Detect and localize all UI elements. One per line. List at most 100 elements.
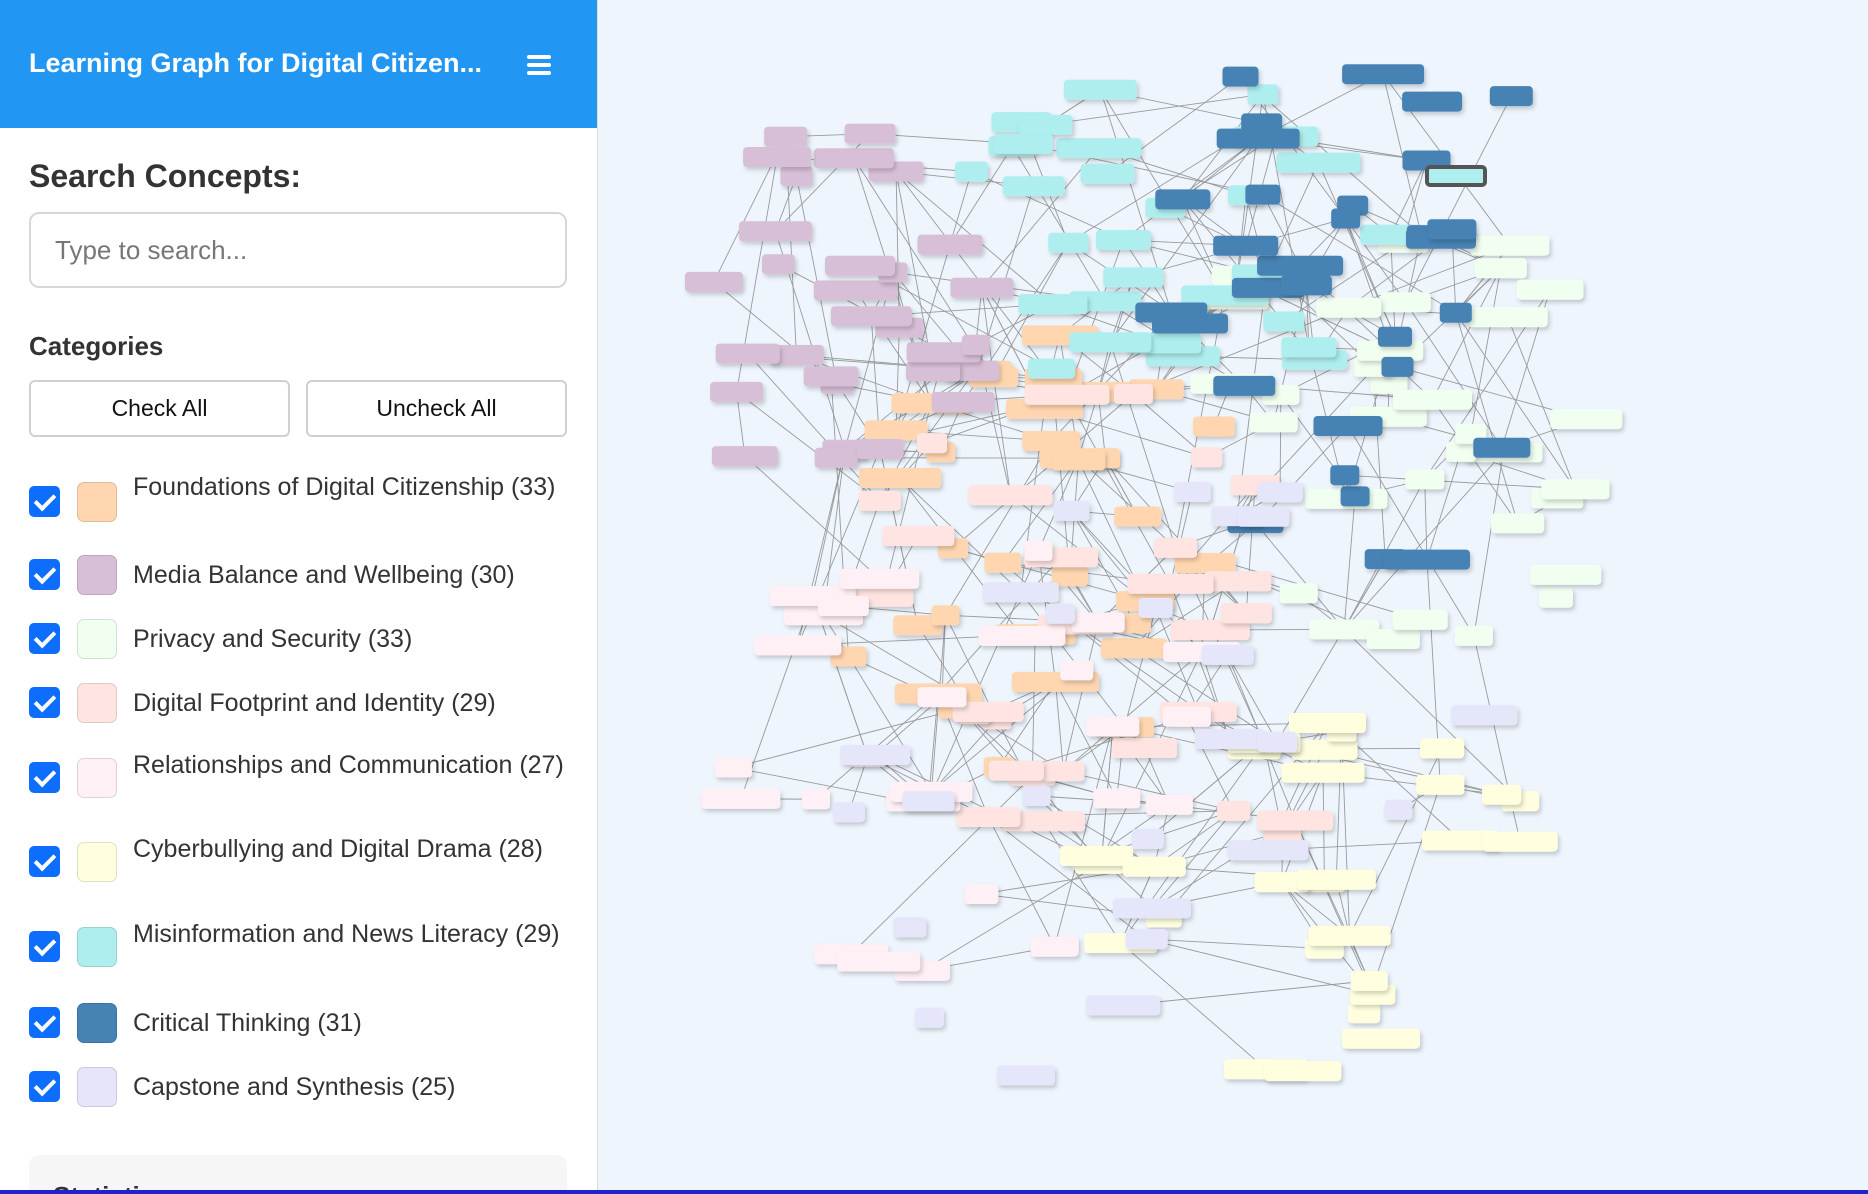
concept-node[interactable] (1296, 869, 1376, 890)
concept-node[interactable] (1530, 564, 1602, 585)
graph-svg[interactable] (598, 0, 1868, 1190)
concept-node[interactable] (1467, 307, 1548, 328)
concept-node[interactable] (754, 635, 842, 656)
concept-node[interactable] (803, 366, 859, 387)
concept-node[interactable] (1279, 583, 1318, 604)
concept-node[interactable] (931, 392, 995, 412)
concept-node[interactable] (978, 625, 1066, 646)
concept-node[interactable] (1103, 267, 1164, 288)
concept-node[interactable] (1257, 731, 1298, 752)
concept-node[interactable] (743, 147, 812, 167)
category-checkbox[interactable] (29, 931, 60, 962)
concept-node[interactable] (1052, 450, 1106, 471)
concept-node[interactable] (1257, 255, 1344, 276)
concept-node[interactable] (893, 917, 927, 938)
concept-node[interactable] (1378, 326, 1412, 347)
concept-node[interactable] (1446, 441, 1476, 462)
concept-node[interactable] (1474, 258, 1527, 279)
hamburger-menu-icon[interactable] (524, 46, 556, 84)
concept-node[interactable] (1342, 64, 1425, 85)
concept-node[interactable] (813, 280, 898, 301)
concept-node[interactable] (1454, 625, 1493, 646)
concept-node[interactable] (1482, 784, 1522, 805)
concept-node[interactable] (1191, 447, 1223, 468)
concept-node[interactable] (1288, 713, 1366, 733)
concept-node[interactable] (893, 615, 943, 636)
concept-node[interactable] (1093, 788, 1141, 809)
concept-node[interactable] (1245, 184, 1281, 205)
concept-node[interactable] (1086, 995, 1161, 1016)
concept-node[interactable] (1173, 482, 1211, 502)
concept-node[interactable] (1201, 644, 1254, 665)
concept-node[interactable] (1254, 872, 1310, 893)
concept-node[interactable] (1071, 612, 1125, 633)
concept-node[interactable] (1213, 375, 1276, 396)
concept-node[interactable] (711, 446, 778, 467)
concept-node[interactable] (764, 126, 808, 147)
concept-node[interactable] (1489, 86, 1533, 107)
concept-node[interactable] (1131, 828, 1164, 849)
concept-node[interactable] (768, 345, 824, 365)
concept-node[interactable] (1042, 761, 1085, 782)
concept-node[interactable] (951, 360, 1000, 381)
concept-node[interactable] (961, 334, 990, 355)
concept-node[interactable] (864, 420, 928, 441)
concept-node[interactable] (1002, 176, 1065, 197)
concept-node[interactable] (684, 271, 743, 292)
concept-node[interactable] (988, 760, 1044, 781)
concept-node[interactable] (1451, 705, 1518, 726)
concept-node[interactable] (813, 148, 894, 169)
concept-node[interactable] (1220, 603, 1272, 624)
concept-node[interactable] (1227, 840, 1309, 861)
concept-node[interactable] (1112, 738, 1177, 758)
concept-node[interactable] (1001, 811, 1085, 832)
concept-node[interactable] (882, 526, 955, 546)
concept-node[interactable] (1340, 486, 1370, 507)
concept-node[interactable] (840, 568, 920, 589)
concept-node[interactable] (832, 802, 865, 823)
concept-node[interactable] (844, 123, 896, 144)
concept-node[interactable] (1380, 292, 1431, 313)
concept-node[interactable] (1348, 1003, 1381, 1024)
concept-node[interactable] (1427, 219, 1477, 240)
concept-node[interactable] (993, 133, 1053, 154)
category-checkbox[interactable] (29, 687, 60, 718)
concept-node[interactable] (1263, 311, 1305, 332)
concept-node[interactable] (1313, 416, 1383, 436)
concept-node[interactable] (1393, 389, 1472, 410)
category-checkbox[interactable] (29, 1071, 60, 1102)
concept-node[interactable] (1060, 845, 1134, 866)
category-checkbox[interactable] (29, 1007, 60, 1038)
concept-node[interactable] (917, 234, 983, 255)
concept-node[interactable] (1100, 638, 1167, 659)
concept-node[interactable] (1280, 275, 1332, 296)
concept-node[interactable] (814, 447, 858, 468)
concept-node[interactable] (1080, 163, 1135, 184)
concept-node[interactable] (1264, 1061, 1342, 1082)
concept-node[interactable] (984, 552, 1022, 573)
concept-node[interactable] (1154, 537, 1197, 558)
concept-node[interactable] (1420, 738, 1465, 759)
concept-node[interactable] (1118, 613, 1151, 634)
concept-node[interactable] (917, 687, 967, 708)
concept-node[interactable] (1114, 384, 1153, 404)
category-checkbox[interactable] (29, 846, 60, 877)
concept-node[interactable] (931, 605, 960, 626)
concept-node[interactable] (1342, 1028, 1420, 1049)
concept-node[interactable] (964, 884, 999, 904)
selected-concept-node[interactable] (1425, 165, 1487, 187)
concept-node[interactable] (1360, 224, 1422, 245)
concept-node[interactable] (1516, 279, 1584, 300)
concept-node[interactable] (1096, 230, 1151, 250)
concept-node[interactable] (1018, 294, 1088, 315)
concept-node[interactable] (1216, 128, 1300, 149)
category-checkbox[interactable] (29, 486, 60, 517)
concept-node[interactable] (1384, 549, 1470, 570)
concept-node[interactable] (1257, 810, 1334, 831)
concept-node[interactable] (859, 468, 942, 488)
concept-node[interactable] (1022, 431, 1081, 451)
concept-node[interactable] (1439, 302, 1472, 323)
search-input[interactable] (29, 212, 567, 288)
concept-node[interactable] (1069, 332, 1152, 353)
concept-node[interactable] (1308, 925, 1391, 946)
